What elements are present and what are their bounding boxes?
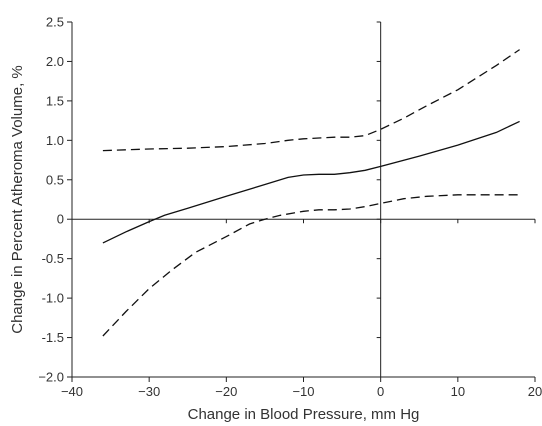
x-tick-label: −10	[292, 384, 314, 399]
y-tick-label: 0	[57, 212, 64, 227]
y-tick-label: -1.0	[42, 291, 64, 306]
series-lines	[102, 49, 520, 337]
y-tick-label: 1.0	[46, 133, 64, 148]
confidence-bound-line	[102, 49, 520, 152]
y-tick-label: −2.0	[38, 370, 64, 385]
x-tick-label: −30	[138, 384, 160, 399]
vertical-axis-group	[71, 22, 382, 377]
y-tick-label: 2.0	[46, 54, 64, 69]
x-ticks: −40 −30 −20 −10 0 10 20	[61, 219, 542, 399]
x-tick-label: 0	[377, 384, 384, 399]
y-tick-label: 2.5	[46, 15, 64, 30]
estimate-line	[102, 120, 520, 244]
x-tick-label: 20	[528, 384, 542, 399]
y-tick-label: 0.5	[46, 172, 64, 187]
y-tick-label: 1.5	[46, 93, 64, 108]
horizontal-axis-group	[72, 218, 535, 378]
y-axis-title: Change in Percent Atheroma Volume, %	[9, 65, 26, 334]
confidence-bound-line	[102, 194, 520, 337]
x-tick-label: −20	[215, 384, 237, 399]
x-tick-label: 10	[451, 384, 465, 399]
x-tick-label: −40	[61, 384, 83, 399]
y-ticks: 2.5 2.0 1.5 1.0 0.5 0 -0.5 -1.0 -1.5 −2.0	[38, 15, 381, 385]
y-tick-label: -0.5	[42, 251, 64, 266]
x-axis-title: Change in Blood Pressure, mm Hg	[188, 406, 420, 423]
y-tick-label: -1.5	[42, 330, 64, 345]
